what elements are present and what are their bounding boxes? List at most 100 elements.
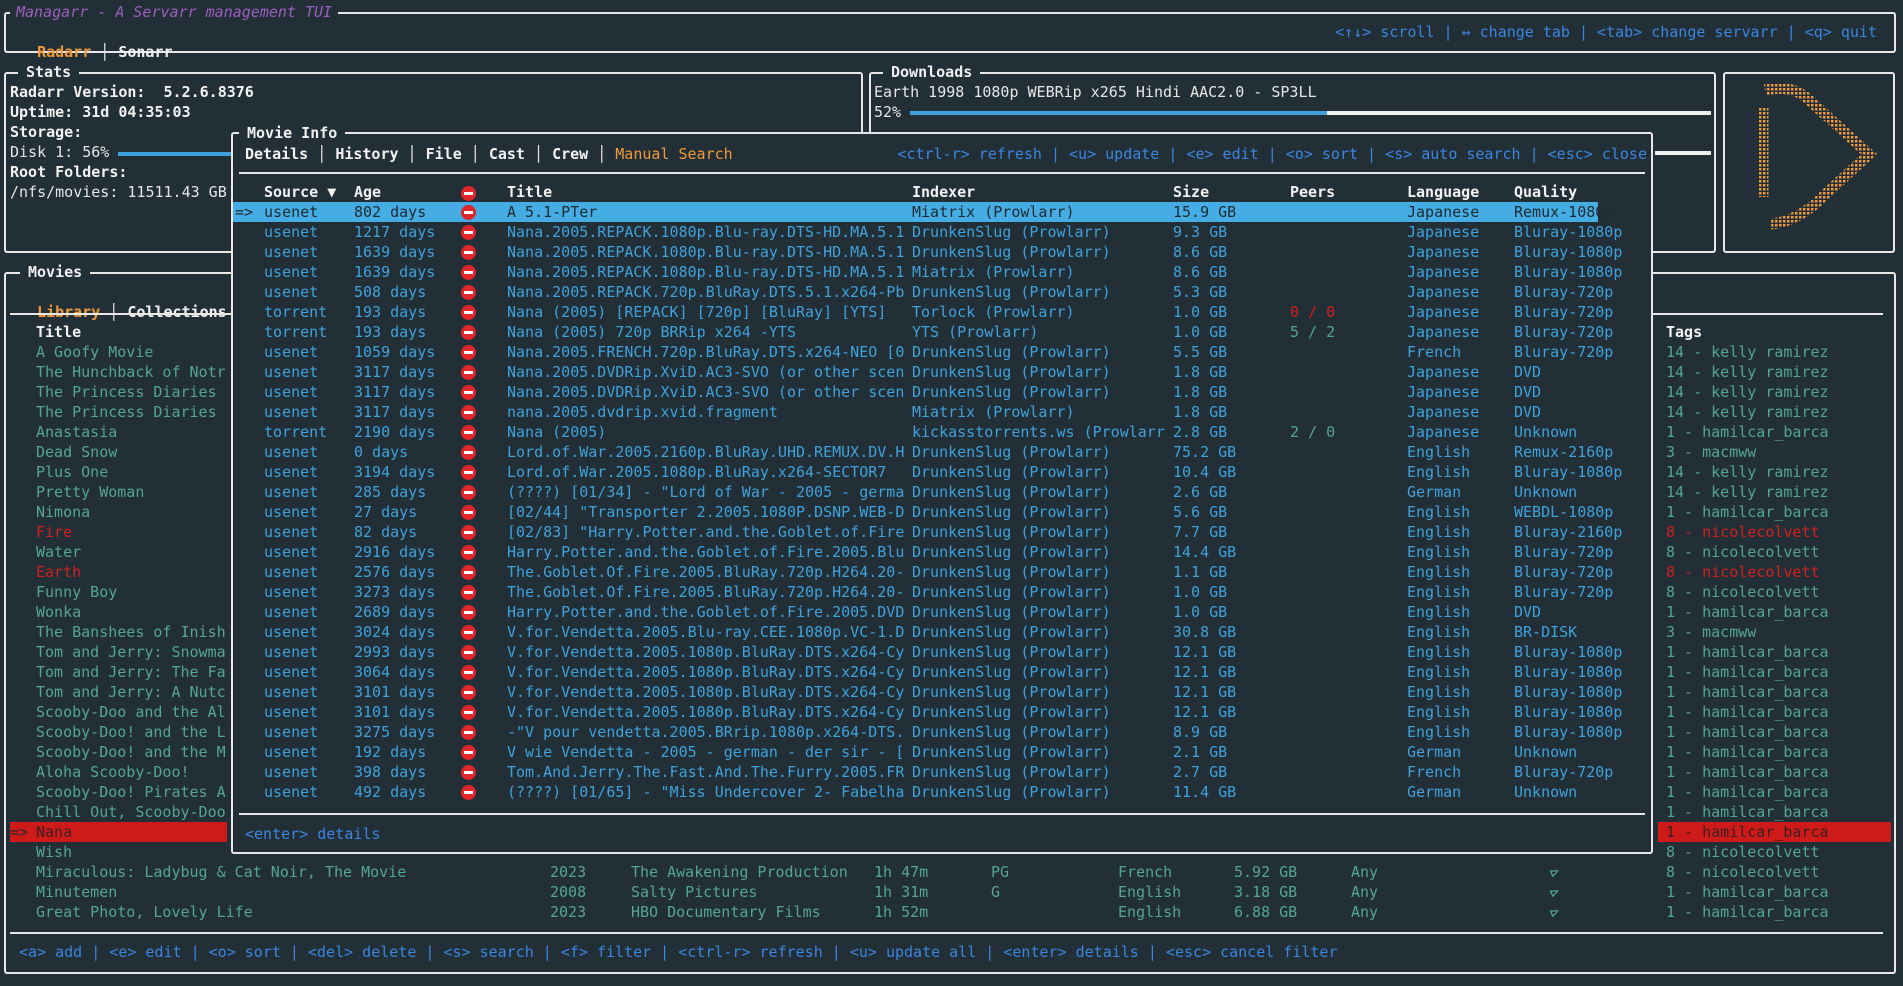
movie-runtime: 1h 52m xyxy=(874,903,929,921)
release-title[interactable]: V wie Vendetta - 2005 - german - der sir… xyxy=(507,743,905,761)
movie-title[interactable]: The Hunchback of Notr xyxy=(36,363,226,381)
release-title[interactable]: nana.2005.dvdrip.xvid.fragment xyxy=(507,403,778,421)
movie-title[interactable]: Earth xyxy=(36,563,82,581)
release-title[interactable]: Nana.2005.REPACK.1080p.Blu-ray.DTS-HD.MA… xyxy=(507,263,905,281)
release-language: German xyxy=(1407,483,1462,501)
release-quality: Bluray-720p xyxy=(1514,323,1614,341)
release-title[interactable]: Nana (2005) xyxy=(507,423,607,441)
release-title[interactable]: The.Goblet.Of.Fire.2005.BluRay.720p.H264… xyxy=(507,583,905,601)
release-size: 1.1 GB xyxy=(1173,563,1228,581)
movie-title[interactable]: Wonka xyxy=(36,603,82,621)
movie-title[interactable]: Nimona xyxy=(36,503,91,521)
tab-radarr[interactable]: Radarr xyxy=(37,43,92,61)
release-quality: Bluray-1080p xyxy=(1514,223,1623,241)
movie-title[interactable]: The Banshees of Inish xyxy=(36,623,226,641)
release-source: usenet xyxy=(264,743,319,761)
movie-tags: 1 - hamilcar_barca xyxy=(1666,503,1829,521)
movie-title[interactable]: Scooby-Doo! and the L xyxy=(36,723,226,741)
rejected-icon xyxy=(461,585,476,600)
movie-tags: 1 - hamilcar_barca xyxy=(1666,663,1829,681)
release-title[interactable]: V.for.Vendetta.2005.1080p.BluRay.DTS.x26… xyxy=(507,663,905,681)
release-indexer: DrunkenSlug (Prowlarr) xyxy=(912,583,1111,601)
movie-title[interactable]: Tom and Jerry: A Nutc xyxy=(36,683,226,701)
tab-crew[interactable]: Crew xyxy=(552,145,589,163)
movie-profile: Any xyxy=(1351,903,1379,921)
tab-library[interactable]: Library xyxy=(37,303,101,321)
movie-title[interactable]: Tom and Jerry: Snowma xyxy=(36,643,226,661)
release-age: 508 days xyxy=(354,283,427,301)
release-title[interactable]: Harry.Potter.and.the.Goblet.of.Fire.2005… xyxy=(507,543,905,561)
movie-title[interactable]: Aloha Scooby-Doo! xyxy=(36,763,190,781)
release-title[interactable]: V.for.Vendetta.2005.Blu-ray.CEE.1080p.VC… xyxy=(507,623,905,641)
movie-title[interactable]: Anastasia xyxy=(36,423,118,441)
release-indexer: DrunkenSlug (Prowlarr) xyxy=(912,743,1111,761)
movie-title[interactable]: Tom and Jerry: The Fa xyxy=(36,663,226,681)
release-title[interactable]: V.for.Vendetta.2005.1080p.BluRay.DTS.x26… xyxy=(507,683,905,701)
movie-title[interactable]: The Princess Diaries xyxy=(36,403,217,421)
release-title[interactable]: V.for.Vendetta.2005.1080p.BluRay.DTS.x26… xyxy=(507,703,905,721)
release-title[interactable]: Lord.of.War.2005.1080p.BluRay.x264-SECTO… xyxy=(507,463,887,481)
release-title[interactable]: (????) [01/65] - "Miss Undercover 2- Fab… xyxy=(507,783,905,801)
movie-title[interactable]: Scooby-Doo! and the M xyxy=(36,743,226,761)
release-size: 12.1 GB xyxy=(1173,643,1237,661)
movie-title[interactable]: Wish xyxy=(36,843,73,861)
movie-title[interactable]: Chill Out, Scooby-Doo xyxy=(36,803,226,821)
release-language: English xyxy=(1407,683,1471,701)
movie-title[interactable]: Scooby-Doo and the Al xyxy=(36,703,226,721)
release-quality: DVD xyxy=(1514,603,1542,621)
release-title[interactable]: Nana (2005) [REPACK] [720p] [BluRay] [YT… xyxy=(507,303,887,321)
movie-title[interactable]: Fire xyxy=(36,523,73,541)
release-title[interactable]: Nana.2005.REPACK.720p.BluRay.DTS.5.1.x26… xyxy=(507,283,905,301)
movie-title[interactable]: Plus One xyxy=(36,463,109,481)
release-quality: DVD xyxy=(1514,403,1542,421)
release-title[interactable]: (????) [01/34] - "Lord of War - 2005 - g… xyxy=(507,483,905,501)
release-age: 285 days xyxy=(354,483,427,501)
release-title[interactable]: Nana.2005.REPACK.1080p.Blu-ray.DTS-HD.MA… xyxy=(507,223,905,241)
release-title[interactable]: V.for.Vendetta.2005.1080p.BluRay.DTS.x26… xyxy=(507,643,905,661)
release-title[interactable]: Nana.2005.DVDRip.XviD.AC3-SVO (or other … xyxy=(507,363,905,381)
release-title[interactable]: -"V pour vendetta.2005.BRrip.1080p.x264-… xyxy=(507,723,905,741)
release-title[interactable]: Nana (2005) 720p BRRip x264 -YTS xyxy=(507,323,796,341)
movie-title[interactable]: Scooby-Doo! Pirates A xyxy=(36,783,226,801)
release-title[interactable]: Nana.2005.DVDRip.XviD.AC3-SVO (or other … xyxy=(507,383,905,401)
column-header-source[interactable]: Source ▼ xyxy=(264,183,337,201)
movie-title[interactable]: Funny Boy xyxy=(36,583,118,601)
release-title[interactable]: Nana.2005.REPACK.1080p.Blu-ray.DTS-HD.MA… xyxy=(507,243,905,261)
selected-release-row[interactable] xyxy=(233,202,1598,222)
tab-manual-search[interactable]: Manual Search xyxy=(615,145,733,163)
release-title[interactable]: Lord.of.War.2005.2160p.BluRay.UHD.REMUX.… xyxy=(507,443,905,461)
release-title[interactable]: [02/83] "Harry.Potter.and.the.Goblet.of.… xyxy=(507,523,905,541)
release-indexer: DrunkenSlug (Prowlarr) xyxy=(912,443,1111,461)
release-title[interactable]: Nana.2005.FRENCH.720p.BluRay.DTS.x264-NE… xyxy=(507,343,905,361)
movie-title[interactable]: Dead Snow xyxy=(36,443,118,461)
release-quality: DVD xyxy=(1514,383,1542,401)
movie-language: English xyxy=(1118,903,1182,921)
release-title[interactable]: Harry.Potter.and.the.Goblet.of.Fire.2005… xyxy=(507,603,905,621)
release-title[interactable]: [02/44] "Transporter 2.2005.1080P.DSNP.W… xyxy=(507,503,905,521)
rejected-icon xyxy=(461,465,476,480)
movie-title[interactable]: Minutemen xyxy=(36,883,118,901)
movie-title[interactable]: Nana xyxy=(36,823,73,841)
column-header-title: Title xyxy=(507,183,553,201)
movie-title[interactable]: Miraculous: Ladybug & Cat Noir, The Movi… xyxy=(36,863,407,881)
tab-file[interactable]: File xyxy=(425,145,462,163)
movie-title[interactable]: A Goofy Movie xyxy=(36,343,154,361)
movie-tags: 1 - hamilcar_barca xyxy=(1666,643,1829,661)
release-title[interactable]: The.Goblet.Of.Fire.2005.BluRay.720p.H264… xyxy=(507,563,905,581)
tab-history[interactable]: History xyxy=(335,145,399,163)
rejected-icon xyxy=(461,385,476,400)
rejected-icon xyxy=(461,305,476,320)
tab-sonarr[interactable]: Sonarr xyxy=(118,43,173,61)
release-title[interactable]: Tom.And.Jerry.The.Fast.And.The.Furry.200… xyxy=(507,763,905,781)
movie-size: 3.18 GB xyxy=(1234,883,1298,901)
tab-cast[interactable]: Cast xyxy=(488,145,525,163)
release-age: 3275 days xyxy=(354,723,436,741)
movie-title[interactable]: Great Photo, Lovely Life xyxy=(36,903,253,921)
movie-title[interactable]: Pretty Woman xyxy=(36,483,145,501)
release-title[interactable]: A 5.1-PTer xyxy=(507,203,598,221)
tab-details[interactable]: Details xyxy=(245,145,309,163)
tab-collections[interactable]: Collections xyxy=(127,303,227,321)
movie-title[interactable]: Water xyxy=(36,543,82,561)
movie-title[interactable]: The Princess Diaries xyxy=(36,383,217,401)
movie-info-modal: Movie Info Details │ History │ File │ Ca… xyxy=(231,123,1653,854)
